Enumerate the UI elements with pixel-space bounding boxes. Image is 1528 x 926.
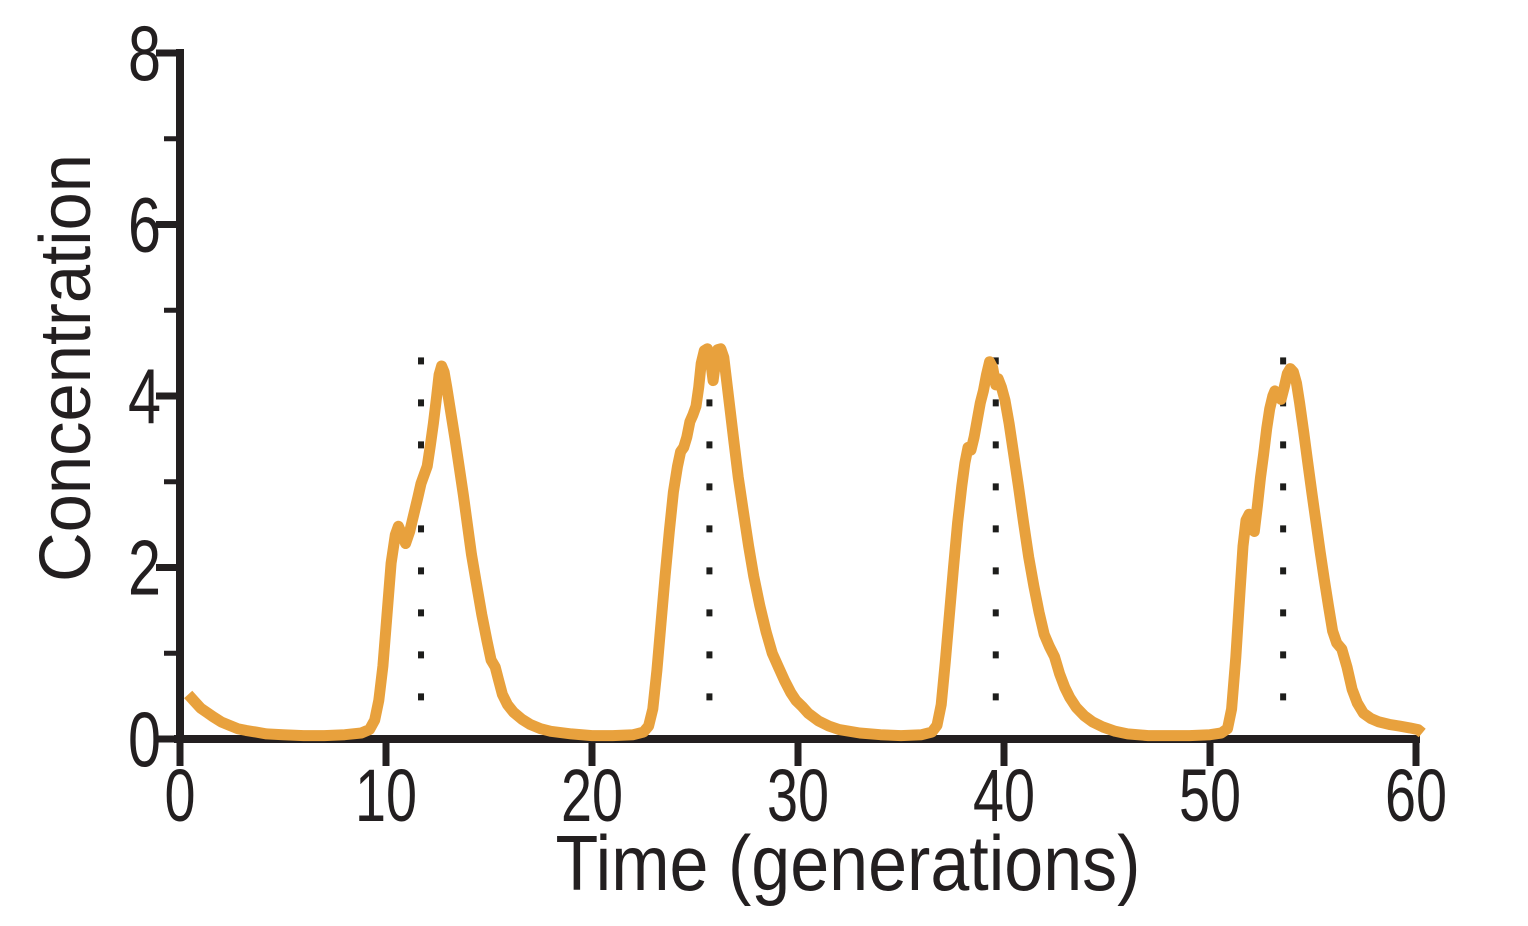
y-tick-label: 8: [128, 9, 161, 97]
x-tick-label: 20: [561, 754, 623, 837]
y-tick-label: 4: [128, 352, 161, 440]
x-tick-label: 40: [973, 754, 1035, 837]
concentration-line: [184, 343, 1426, 742]
tick-labels: 0 10 20 30 40 50 60 0 2 4 6 8: [128, 9, 1447, 837]
x-axis-title: Time (generations): [556, 819, 1141, 907]
period-guides: [418, 357, 1287, 734]
y-axis-title: Concentration: [26, 154, 106, 582]
axis-ticks: [156, 49, 1420, 766]
x-tick-label: 0: [165, 754, 196, 837]
x-tick-label: 30: [767, 754, 829, 837]
y-tick-label: 6: [128, 181, 161, 269]
y-tick-label: 0: [128, 695, 161, 783]
y-tick-label: 2: [128, 524, 161, 612]
data-series: [184, 343, 1426, 742]
x-tick-label: 60: [1385, 754, 1447, 837]
x-tick-label: 50: [1179, 754, 1241, 837]
x-tick-label: 10: [355, 754, 417, 837]
